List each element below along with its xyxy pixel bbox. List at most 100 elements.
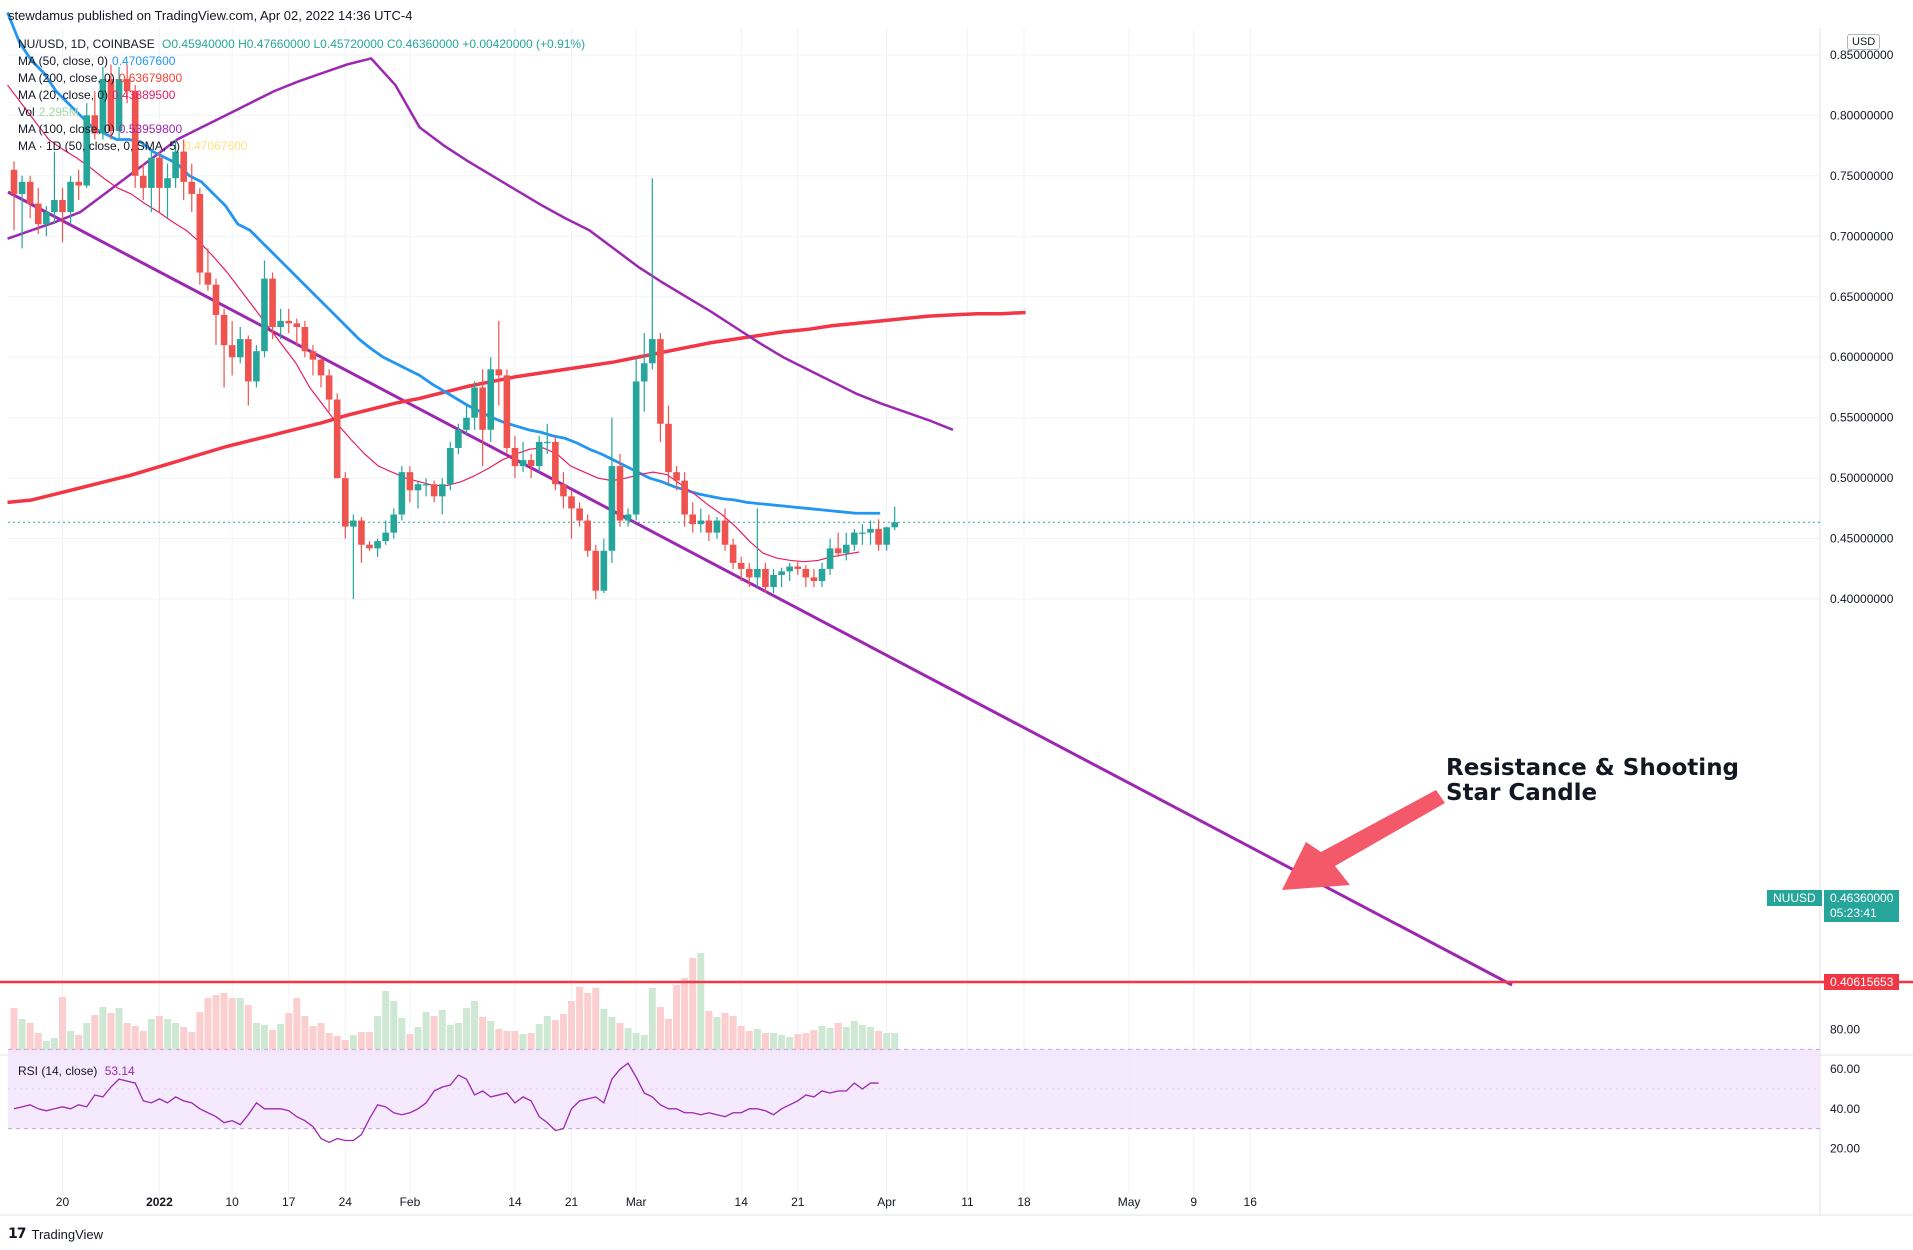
- time-tick-label: 9: [1190, 1195, 1197, 1209]
- volume-bar: [576, 987, 584, 1053]
- volume-bar: [778, 1035, 786, 1053]
- candle-body: [778, 571, 785, 575]
- candle-body: [463, 417, 470, 430]
- volume-bar: [382, 991, 390, 1053]
- axes: 1.050000001.000000000.950000000.90000000…: [56, 0, 1894, 1209]
- volume-bar: [794, 1034, 802, 1053]
- candle-body: [503, 375, 511, 448]
- volume-bar: [269, 1030, 277, 1053]
- volume-bar: [551, 1020, 559, 1053]
- candle-body: [471, 387, 478, 418]
- candle-body: [123, 79, 131, 92]
- arrow-shape: [1282, 790, 1445, 890]
- price-tick-label: 0.40000000: [1830, 592, 1894, 606]
- last-price-tag: 0.46360000 05:23:41: [1824, 890, 1900, 922]
- volume-bar: [648, 988, 656, 1053]
- volume-bar: [753, 1029, 761, 1053]
- candle-body: [374, 541, 381, 549]
- volume-bar: [58, 997, 66, 1053]
- volume-bar: [228, 998, 236, 1053]
- candle-body: [180, 151, 187, 182]
- candle-body: [325, 375, 333, 400]
- legend-row-value: 0.53959800: [118, 122, 183, 136]
- volume-bar: [220, 993, 228, 1053]
- volume-bar: [366, 1032, 374, 1053]
- candle-body: [212, 284, 220, 315]
- candle-body: [875, 529, 882, 545]
- candle-body: [810, 577, 818, 582]
- volume-bar: [422, 1012, 430, 1053]
- legend-row-value: 0.47067600: [112, 54, 176, 68]
- tradingview-logo-icon: 17: [8, 1226, 27, 1242]
- candle-body: [91, 115, 99, 134]
- footer-brand: 17 TradingView: [8, 1226, 103, 1242]
- volume-bar: [745, 1031, 753, 1053]
- volume-bar: [325, 1033, 333, 1053]
- candle-body: [139, 175, 147, 188]
- rsi-tick-label: 20.00: [1830, 1141, 1860, 1155]
- legend-row-label: Vol: [18, 105, 35, 119]
- volume-bar: [616, 1023, 624, 1053]
- volume-bar: [584, 993, 592, 1053]
- candle-body: [293, 323, 301, 327]
- volume-bar: [212, 995, 220, 1053]
- candle-body: [382, 532, 389, 542]
- volume-bar: [67, 1031, 75, 1053]
- candle-body: [705, 520, 713, 533]
- volume-bar: [398, 1018, 406, 1053]
- volume-bar: [761, 1033, 769, 1053]
- candle-body: [131, 91, 139, 176]
- price-tick-label: 0.85000000: [1830, 48, 1894, 62]
- annotation-text: Resistance & Shooting Star Candle: [1446, 756, 1739, 806]
- candle-body: [786, 566, 793, 572]
- volume-bar: [349, 1035, 357, 1053]
- volume-bar: [188, 1032, 196, 1053]
- candle-body: [487, 369, 495, 430]
- candle-body: [834, 548, 842, 554]
- brand-name: TradingView: [31, 1226, 104, 1242]
- volume-bar: [632, 1033, 640, 1053]
- volume-bar: [802, 1033, 810, 1053]
- volume-bar: [236, 998, 244, 1053]
- currency-badge[interactable]: USD: [1847, 34, 1881, 50]
- volume-bar: [866, 1027, 874, 1053]
- time-tick-label: 24: [339, 1195, 353, 1209]
- volume-bar: [624, 1028, 632, 1053]
- candle-body: [350, 520, 357, 527]
- volume-bar: [83, 1023, 91, 1053]
- time-tick-label: 10: [225, 1195, 239, 1209]
- candle-body: [568, 496, 575, 509]
- candle-body: [204, 272, 212, 285]
- legend-row: MA (20, close, 0) 0.43889500: [18, 87, 585, 104]
- candle-body: [366, 544, 373, 549]
- legend-row-label: MA (200, close, 0): [18, 71, 115, 85]
- candle-body: [608, 466, 616, 551]
- candle-body: [560, 484, 567, 497]
- volume-bar: [875, 1031, 883, 1053]
- volume-bar: [818, 1026, 826, 1053]
- legend-row-label: MA · 1D (50, close, 0, SMA, 5): [18, 139, 181, 153]
- candle-body: [745, 568, 753, 578]
- candle-body: [802, 568, 810, 578]
- rsi-label-text: RSI (14, close): [18, 1064, 98, 1078]
- annotation-line1: Resistance & Shooting: [1446, 755, 1740, 781]
- candle-body: [34, 203, 42, 225]
- candle-body: [762, 568, 769, 588]
- volume-bar: [600, 1009, 608, 1053]
- volume-bar: [479, 1017, 487, 1053]
- grid: [8, 28, 1820, 1200]
- price-tick-label: 0.45000000: [1830, 532, 1894, 546]
- legend: NU/USD, 1D, COINBASE O0.45940000 H0.4766…: [18, 36, 585, 155]
- candle-body: [851, 532, 858, 545]
- legend-row-label: MA (100, close, 0): [18, 122, 115, 136]
- rsi-pane: [8, 1048, 1820, 1144]
- volume-bar: [737, 1026, 745, 1053]
- candle-body: [245, 339, 252, 382]
- rsi-legend: RSI (14, close) 53.14: [18, 1064, 135, 1078]
- countdown-value: 05:23:41: [1830, 906, 1877, 920]
- volume-bar: [592, 988, 600, 1053]
- candle-body: [115, 79, 123, 132]
- volume-bar: [891, 1033, 899, 1053]
- candle-body: [535, 441, 543, 467]
